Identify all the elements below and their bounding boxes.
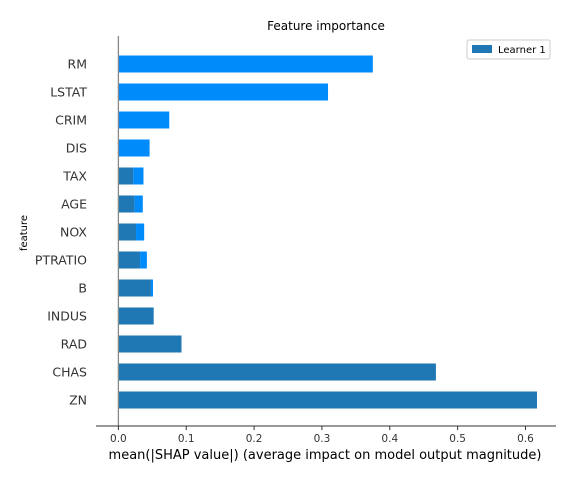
y-tick-label-chas: CHAS <box>52 365 87 380</box>
bar-ptratio-series-2 <box>140 251 147 269</box>
legend-swatch <box>472 45 492 53</box>
x-axis-label: mean(|SHAP value|) (average impact on mo… <box>109 448 542 463</box>
x-tick-label: 0.3 <box>314 433 331 445</box>
legend-label: Learner 1 <box>498 45 546 56</box>
y-tick-label-lstat: LSTAT <box>50 85 87 100</box>
y-tick-label-rm: RM <box>68 57 87 72</box>
legend: Learner 1 <box>466 39 551 60</box>
y-tick-labels: RM LSTAT CRIM DIS TAX AGE NOX PTRATIO B INDUS RAD C… <box>35 57 88 408</box>
bar-nox-series-1 <box>118 223 137 241</box>
bar-ptratio-series-1 <box>118 251 141 269</box>
y-tick-label-nox: NOX <box>60 225 87 240</box>
bars-layer <box>118 55 538 409</box>
bar-b-series-1 <box>118 279 151 297</box>
bar-rm-series-2 <box>118 55 373 73</box>
chart-title: Feature importance <box>267 19 385 33</box>
y-tick-label-crim: CRIM <box>55 113 87 128</box>
y-tick-label-tax: TAX <box>62 169 87 184</box>
bar-nox-series-2 <box>136 223 145 241</box>
x-tick-label: 0.5 <box>449 433 466 445</box>
x-tick-label: 0.2 <box>246 433 263 445</box>
y-tick-label-indus: INDUS <box>47 309 87 324</box>
y-tick-label-rad: RAD <box>61 337 87 352</box>
y-tick-label-dis: DIS <box>66 141 87 156</box>
y-tick-label-b: B <box>78 281 87 296</box>
bar-zn-series-1 <box>118 391 538 409</box>
bar-age-series-2 <box>134 195 143 213</box>
bar-tax-series-1 <box>118 167 134 185</box>
bar-indus-series-1 <box>118 307 154 325</box>
x-tick-label: 0.0 <box>110 433 127 445</box>
bar-rad-series-1 <box>118 335 182 353</box>
x-tick-label: 0.4 <box>381 433 398 445</box>
bar-b-series-2 <box>150 279 153 297</box>
x-tick-label: 0.1 <box>178 433 195 445</box>
legend-frame <box>466 39 551 60</box>
y-tick-label-age: AGE <box>61 197 87 212</box>
bar-dis-series-2 <box>118 139 150 157</box>
bar-crim-series-2 <box>118 111 170 129</box>
y-tick-label-ptratio: PTRATIO <box>35 253 87 268</box>
x-ticks: 0.0 0.1 0.2 0.3 0.4 0.5 0.6 <box>110 426 534 445</box>
bar-chas-series-1 <box>118 363 436 381</box>
bar-age-series-1 <box>118 195 135 213</box>
bar-tax-series-2 <box>133 167 144 185</box>
x-tick-label: 0.6 <box>517 433 534 445</box>
bar-lstat-series-2 <box>118 83 329 101</box>
y-axis-label: feature <box>19 215 30 251</box>
y-tick-label-zn: ZN <box>69 393 87 408</box>
